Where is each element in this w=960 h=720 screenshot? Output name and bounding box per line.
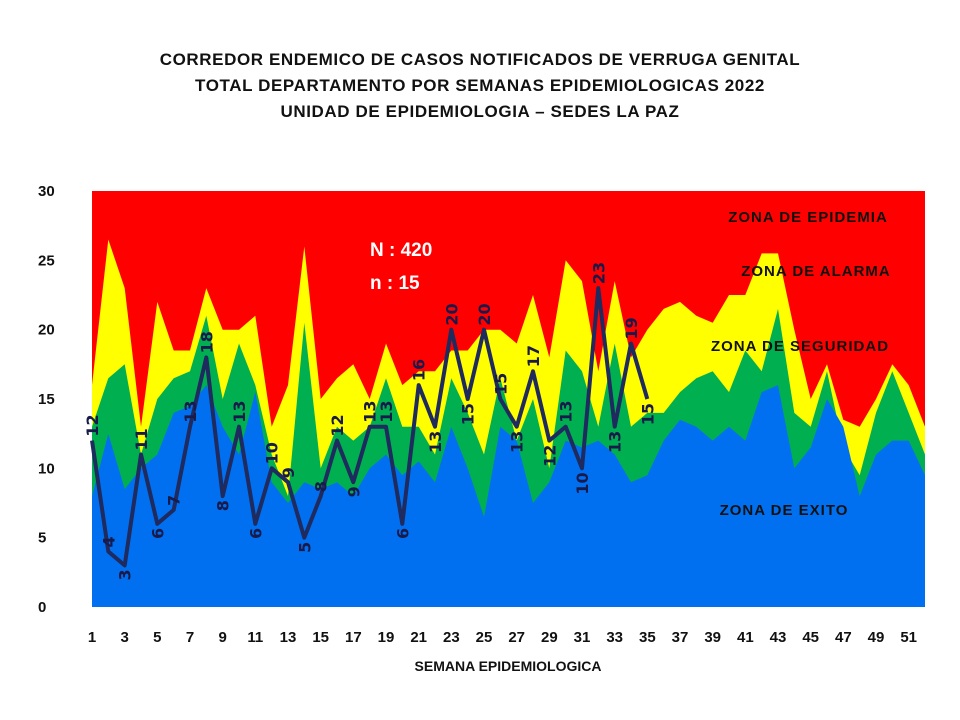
data-label-week-32: 23 — [589, 262, 608, 284]
data-label-week-22: 13 — [426, 431, 445, 453]
data-label-week-17: 9 — [344, 486, 363, 497]
y-tick-label-30: 30 — [38, 183, 55, 200]
x-tick-label-43: 43 — [770, 629, 787, 646]
data-label-week-4: 11 — [132, 428, 151, 450]
x-tick-label-27: 27 — [508, 629, 525, 646]
x-tick-label-9: 9 — [218, 629, 226, 646]
zone-label-2: ZONA DE ALARMA — [741, 263, 891, 280]
data-label-week-1: 12 — [83, 414, 102, 436]
annotation-week: n : 15 — [370, 273, 420, 294]
data-label-week-24: 15 — [459, 403, 478, 425]
data-label-week-20: 6 — [393, 528, 412, 539]
data-label-week-25: 20 — [475, 303, 494, 325]
x-tick-label-13: 13 — [280, 629, 297, 646]
chart-title-line-1: CORREDOR ENDEMICO DE CASOS NOTIFICADOS D… — [159, 50, 801, 69]
data-label-week-28: 17 — [524, 345, 543, 367]
data-label-week-11: 6 — [246, 528, 265, 539]
x-tick-label-47: 47 — [835, 629, 852, 646]
data-label-week-12: 10 — [263, 442, 282, 464]
data-label-week-29: 12 — [540, 445, 559, 467]
data-label-week-19: 13 — [377, 400, 396, 422]
chart-title-line-2: TOTAL DEPARTAMENTO POR SEMANAS EPIDEMIOL… — [195, 76, 765, 95]
x-tick-label-35: 35 — [639, 629, 656, 646]
x-tick-label-19: 19 — [378, 629, 395, 646]
data-label-week-35: 15 — [638, 403, 657, 425]
data-label-week-21: 16 — [410, 359, 429, 381]
data-label-week-2: 4 — [99, 536, 118, 547]
zone-label-3: ZONA DE SEGURIDAD — [711, 338, 889, 355]
x-tick-label-45: 45 — [802, 629, 819, 646]
x-tick-label-17: 17 — [345, 629, 362, 646]
x-tick-label-5: 5 — [153, 629, 161, 646]
zone-label-1: ZONA DE EPIDEMIA — [728, 209, 888, 226]
x-tick-label-11: 11 — [247, 629, 263, 646]
data-label-week-33: 13 — [606, 431, 625, 453]
x-tick-label-15: 15 — [312, 629, 329, 646]
y-tick-label-10: 10 — [38, 460, 55, 477]
cases-line — [90, 286, 650, 568]
data-label-week-26: 15 — [491, 373, 510, 395]
y-tick-label-15: 15 — [38, 391, 55, 408]
data-label-week-16: 12 — [328, 414, 347, 436]
x-tick-label-37: 37 — [672, 629, 689, 646]
data-label-week-27: 13 — [508, 431, 527, 453]
x-tick-label-33: 33 — [606, 629, 623, 646]
annotation-total: N : 420 — [370, 240, 432, 261]
data-label-week-9: 8 — [214, 500, 233, 511]
data-label-week-31: 10 — [573, 472, 592, 494]
data-label-week-14: 5 — [295, 542, 314, 553]
data-label-week-8: 18 — [197, 331, 216, 353]
y-tick-label-25: 25 — [38, 252, 55, 269]
data-label-week-10: 13 — [230, 400, 249, 422]
x-tick-label-51: 51 — [900, 629, 917, 646]
data-label-week-23: 20 — [442, 303, 461, 325]
x-tick-label-29: 29 — [541, 629, 558, 646]
data-label-week-6: 7 — [165, 495, 184, 506]
data-label-week-13: 9 — [279, 467, 298, 478]
x-tick-label-41: 41 — [737, 629, 754, 646]
data-label-week-3: 3 — [116, 569, 135, 580]
x-tick-label-49: 49 — [868, 629, 885, 646]
x-tick-label-3: 3 — [120, 629, 128, 646]
x-tick-label-7: 7 — [186, 629, 194, 646]
data-label-week-18: 13 — [361, 400, 380, 422]
data-label-week-34: 19 — [622, 317, 641, 339]
chart-title-line-3: UNIDAD DE EPIDEMIOLOGIA – SEDES LA PAZ — [280, 102, 680, 121]
x-tick-label-31: 31 — [574, 629, 591, 646]
data-label-week-7: 13 — [181, 400, 200, 422]
y-tick-label-5: 5 — [38, 530, 46, 547]
zone-zona-de-exito-area — [92, 385, 925, 607]
y-tick-label-20: 20 — [38, 322, 55, 339]
x-tick-label-1: 1 — [88, 629, 96, 646]
data-label-week-15: 8 — [312, 481, 331, 492]
x-axis-label: SEMANA EPIDEMIOLOGICA — [415, 658, 602, 674]
zone-label-4: ZONA DE EXITO — [720, 502, 849, 519]
x-tick-label-23: 23 — [443, 629, 460, 646]
x-tick-label-39: 39 — [704, 629, 721, 646]
x-tick-label-25: 25 — [476, 629, 493, 646]
data-label-week-5: 6 — [148, 528, 167, 539]
x-tick-label-21: 21 — [410, 629, 427, 646]
y-tick-label-0: 0 — [38, 599, 46, 616]
data-label-week-30: 13 — [557, 400, 576, 422]
